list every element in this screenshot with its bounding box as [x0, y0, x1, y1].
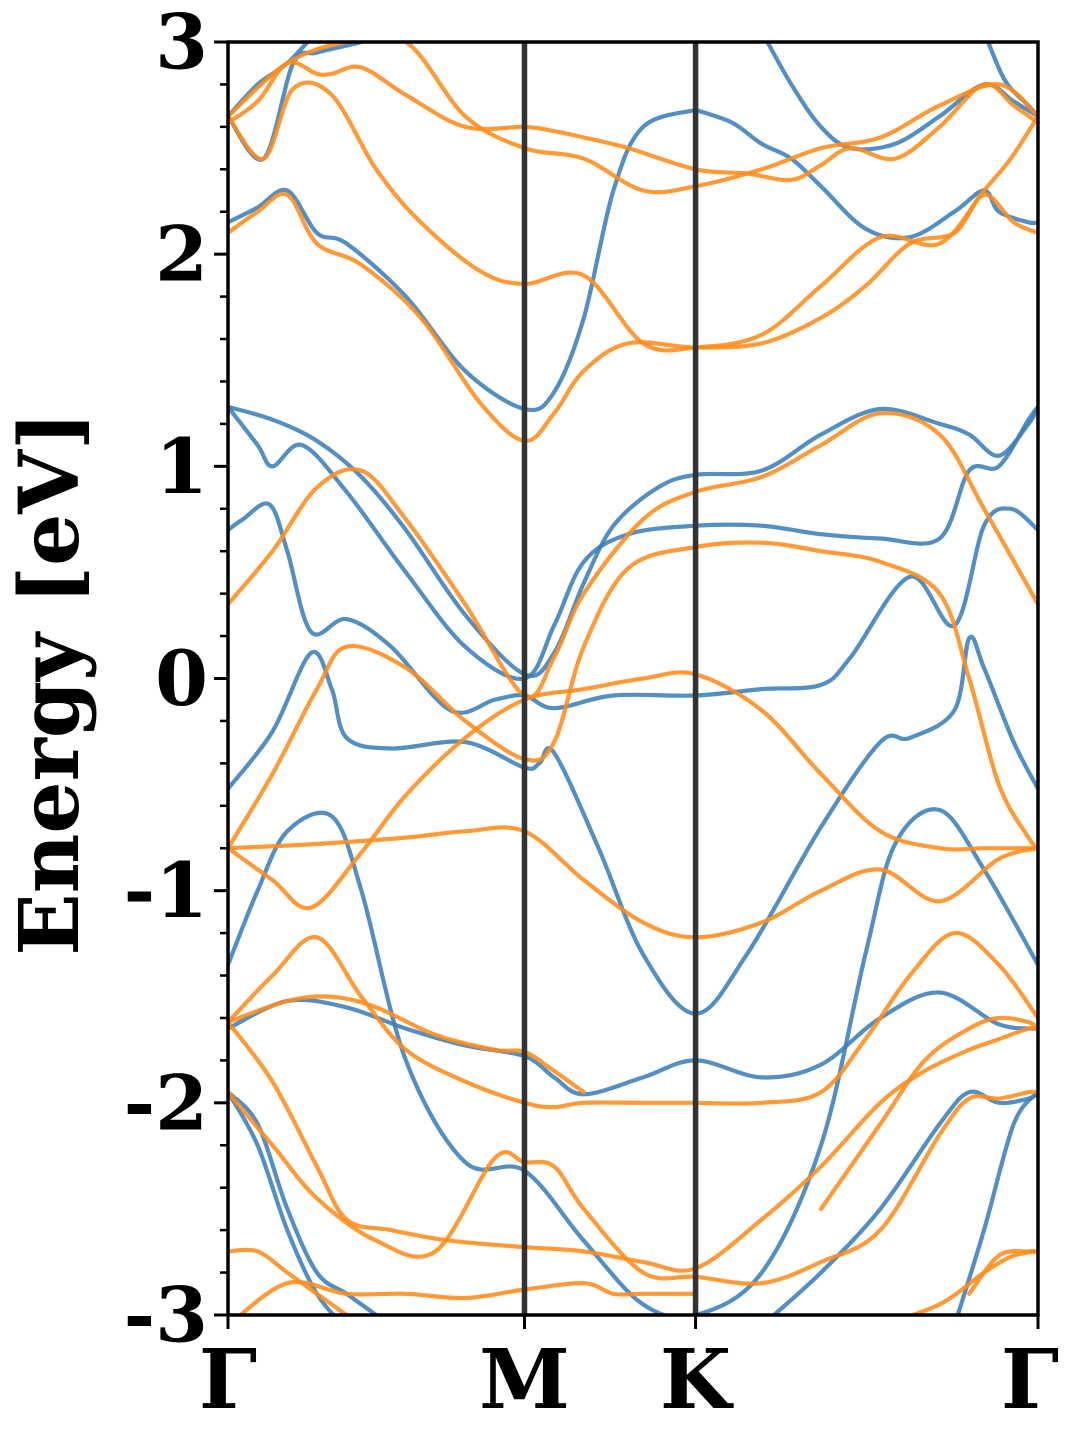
- band-line-blue-0: [228, 404, 1038, 678]
- y-tick-label: -3: [124, 1271, 208, 1360]
- band-line-blue-4: [228, 807, 1038, 1315]
- y-tick-label: 2: [155, 210, 208, 299]
- band-line-orange-20: [228, 410, 1038, 700]
- y-tick-label: 0: [155, 634, 208, 723]
- band-line-orange-32: [237, 1280, 698, 1315]
- band-line-orange-28: [228, 1020, 1038, 1273]
- band-line-orange-23: [228, 670, 1038, 911]
- band-line-orange-33: [906, 1249, 1038, 1315]
- band-line-blue-9: [955, 1090, 1038, 1315]
- band-line-blue-2: [228, 501, 1038, 715]
- band-line-orange-29: [228, 1089, 1038, 1286]
- band-line-blue-7: [770, 1089, 1038, 1315]
- band-line-orange-22: [228, 825, 1038, 940]
- y-tick-label: -1: [124, 846, 208, 935]
- band-line-blue-1: [228, 404, 1038, 682]
- axes: [214, 40, 1040, 1329]
- y-tick-labels: 3 2 1 0 -1 -2 -3: [124, 0, 208, 1360]
- x-tick-label: Γ: [199, 1332, 257, 1428]
- y-tick-label: 1: [155, 422, 208, 511]
- y-tick-label: 3: [155, 0, 208, 87]
- y-axis-label: Energy [eV]: [2, 411, 98, 955]
- x-tick-label: M: [479, 1332, 570, 1428]
- x-tick-label: Γ: [1001, 1332, 1059, 1428]
- band-line-blue-8: [228, 1090, 337, 1315]
- band-line-orange-31: [967, 1248, 1038, 1296]
- band-line-orange-21: [228, 540, 1038, 851]
- band-line-orange-19: [228, 42, 1038, 195]
- band-line-orange-26: [228, 994, 586, 1095]
- high-symmetry-lines: [521, 42, 699, 1315]
- band-line-orange-24: [228, 935, 698, 1110]
- band-line-orange-27: [818, 1015, 1038, 1211]
- band-line-orange-25: [693, 930, 1038, 1106]
- band-line-blue-10: [228, 107, 698, 413]
- band-line-blue-5: [228, 990, 1038, 1097]
- band-line-blue-3: [228, 634, 1038, 1016]
- band-lines: [228, 42, 1038, 1315]
- x-tick-label: K: [660, 1332, 734, 1428]
- band-line-orange-17: [228, 191, 1038, 444]
- y-tick-label: -2: [124, 1058, 208, 1147]
- band-line-orange-18: [228, 60, 1038, 183]
- band-line-orange-16: [228, 80, 1038, 353]
